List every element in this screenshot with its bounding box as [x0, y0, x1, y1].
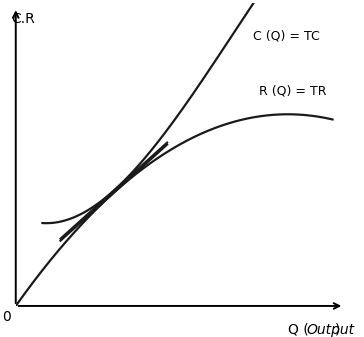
- Text: ): ): [335, 323, 341, 337]
- Text: R (Q) = TR: R (Q) = TR: [259, 84, 327, 97]
- Text: Q (: Q (: [288, 323, 308, 337]
- Text: 0: 0: [2, 310, 11, 325]
- Text: Output: Output: [306, 323, 355, 337]
- Text: C (Q) = TC: C (Q) = TC: [253, 30, 319, 42]
- Text: C.R: C.R: [11, 12, 35, 26]
